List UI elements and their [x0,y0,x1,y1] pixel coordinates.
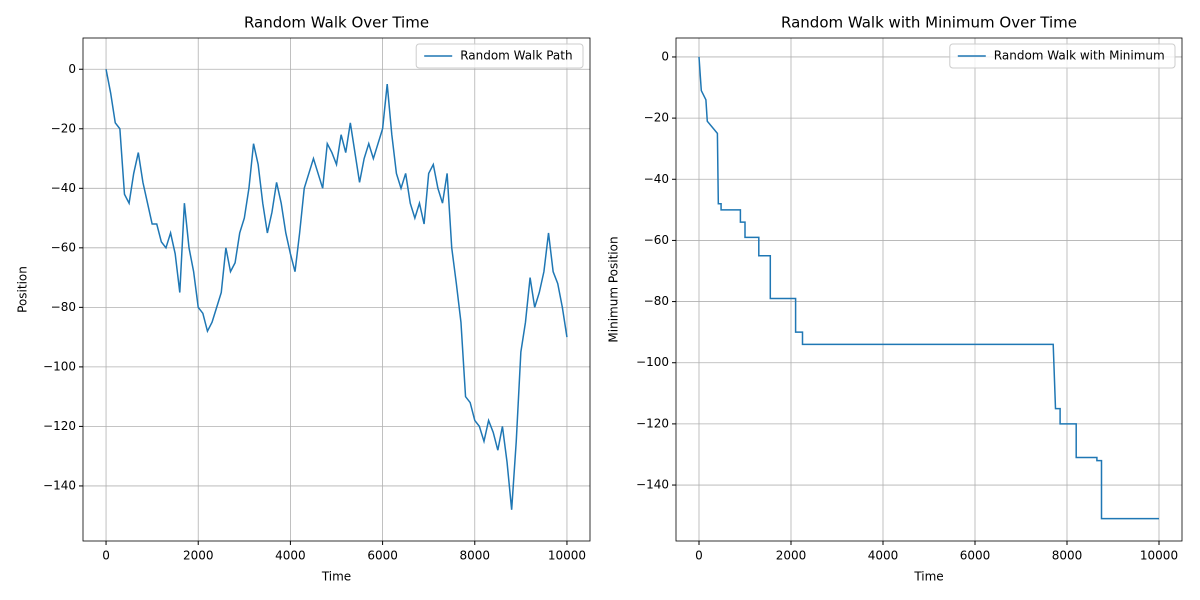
y-tick-label: −120 [43,419,76,433]
x-tick-label: 10000 [548,549,586,563]
legend-box [415,43,584,69]
y-tick-label: −120 [636,416,669,430]
x-axis-label: Time [913,570,943,584]
x-tick-label: 4000 [868,549,899,563]
axes-frame [82,37,591,542]
y-tick-label: −80 [644,294,669,308]
legend-box [949,43,1176,69]
y-tick-label: −60 [644,233,669,247]
legend-label: Random Walk with Minimum [994,49,1165,63]
y-tick-label: −40 [51,181,76,195]
x-tick-label: 4000 [275,549,306,563]
x-tick-label: 2000 [183,549,214,563]
y-tick-label: 0 [661,49,669,63]
y-axis-label: Minimum Position [607,236,621,342]
y-tick-label: −40 [644,172,669,186]
y-tick-label: 0 [68,62,76,76]
legend-label: Random Walk Path [460,49,572,63]
x-tick-label: 6000 [367,549,398,563]
line [105,69,568,510]
axes-frame [675,37,1183,542]
y-tick-label: −140 [43,478,76,492]
y-tick-label: −20 [51,121,76,135]
chart-title: Random Walk with Minimum Over Time [781,14,1077,32]
y-tick-label: −20 [644,111,669,125]
y-tick-label: −80 [51,300,76,314]
y-tick-label: −140 [636,478,669,492]
x-tick-label: 0 [695,549,703,563]
y-axis-label: Position [16,266,30,313]
x-axis-label: Time [321,570,351,584]
y-tick-label: −100 [636,355,669,369]
y-tick-label: −60 [51,240,76,254]
x-tick-label: 2000 [776,549,807,563]
chart-title: Random Walk Over Time [244,14,429,32]
line [698,56,1159,520]
y-tick-label: −100 [43,359,76,373]
x-tick-label: 6000 [960,549,991,563]
x-tick-label: 0 [102,549,110,563]
x-tick-label: 8000 [1052,549,1083,563]
x-tick-label: 8000 [459,549,490,563]
x-tick-label: 10000 [1140,549,1178,563]
